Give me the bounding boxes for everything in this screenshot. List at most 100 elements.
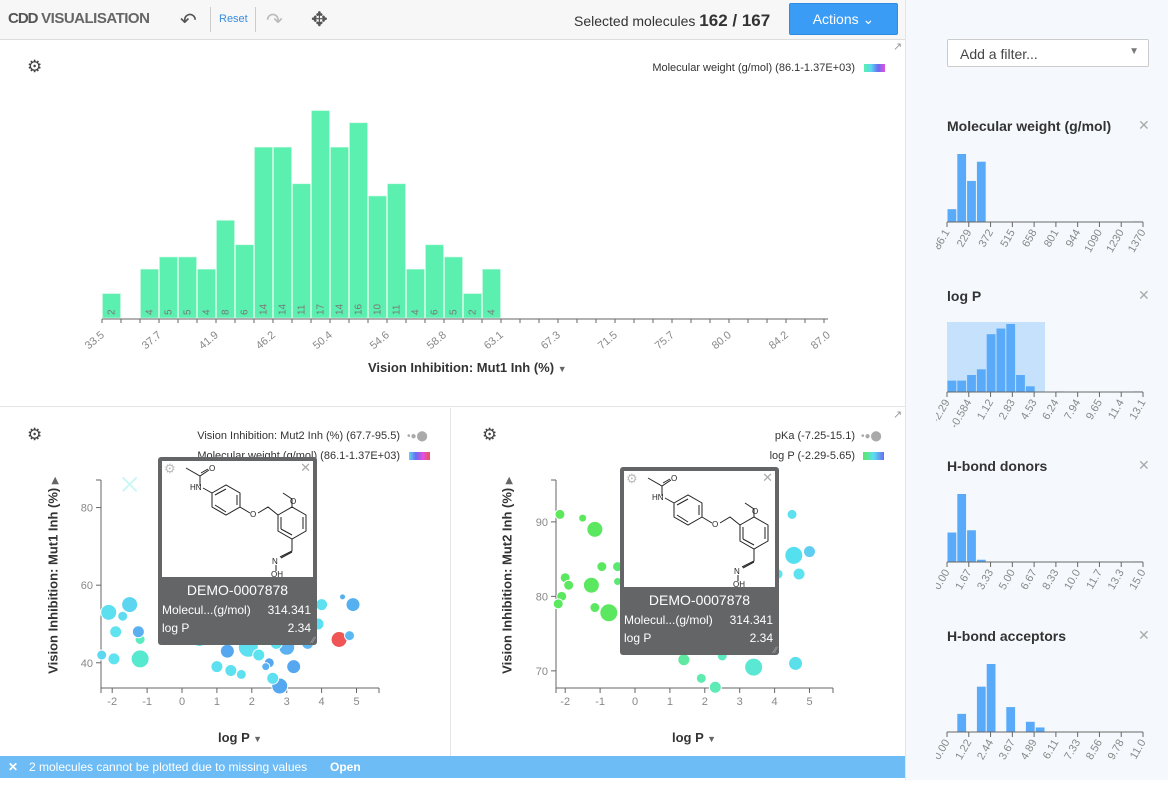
undo-icon[interactable]: ↶ bbox=[180, 10, 197, 32]
filter-bar bbox=[967, 375, 976, 392]
y-axis-label: Vision Inhibition: Mut1 Inh (%) bbox=[45, 487, 61, 674]
histogram-bar bbox=[178, 256, 197, 319]
x-tick-label: 944 bbox=[1064, 228, 1084, 250]
filter-histogram[interactable]: 0.00 1.67 3.33 5.00 6.67 8.33 10.0 11.7 13.3 15.0 bbox=[936, 478, 1166, 618]
x-tick-label: 3.33 bbox=[975, 568, 996, 593]
scatter-point bbox=[224, 664, 238, 678]
bar-count-label: 2 bbox=[107, 309, 118, 315]
atom-label: O bbox=[752, 507, 758, 516]
x-tick-label: 11.7 bbox=[1084, 568, 1105, 592]
histogram-bar bbox=[425, 244, 444, 319]
molecule-tooltip[interactable]: O HN O O N OH ⚙ ✕ DEMO-0007878 Molecul...(g/m… bbox=[620, 467, 779, 655]
filter-histogram[interactable]: 0.00 1.22 2.44 3.67 4.89 6.11 7.33 8.56 9.78 11.0 bbox=[936, 648, 1166, 788]
remove-filter-icon[interactable]: ✕ bbox=[1138, 457, 1150, 473]
gear-icon[interactable]: ⚙ bbox=[626, 471, 638, 486]
x-tick-label: 6.24 bbox=[1040, 398, 1061, 423]
filter-histogram[interactable]: 86.1 229 372 515 658 801 944 1090 1230 1370 bbox=[936, 138, 1166, 278]
close-icon[interactable]: ✕ bbox=[8, 760, 19, 774]
scatter-point bbox=[677, 653, 691, 667]
open-link[interactable]: Open bbox=[330, 760, 361, 774]
reset-button[interactable]: Reset bbox=[219, 13, 248, 25]
y-tick-label: 80 bbox=[536, 591, 548, 603]
x-tick-label: 7.94 bbox=[1062, 398, 1083, 423]
resize-handle-icon[interactable]: ∕∕ bbox=[773, 645, 777, 655]
bar-count-label: 14 bbox=[259, 303, 270, 315]
x-tick-label: 58.8 bbox=[425, 329, 449, 352]
x-tick-label: 75.7 bbox=[653, 329, 677, 352]
x-tick-label: -1 bbox=[595, 696, 605, 708]
filter-bar bbox=[976, 369, 986, 392]
scatter-point bbox=[286, 659, 302, 675]
molecule-tooltip[interactable]: O HN O O N OH ⚙ ✕ DEMO-0007878 Molecul...(g/m… bbox=[158, 457, 317, 645]
gear-icon[interactable]: ⚙ bbox=[27, 57, 43, 76]
molecule-id[interactable]: DEMO-0007878 bbox=[648, 592, 751, 608]
bar-count-label: 17 bbox=[316, 303, 327, 315]
scatter-point bbox=[130, 649, 150, 669]
bar-count-label: 6 bbox=[430, 309, 441, 315]
selected-molecules: Selected molecules 162 / 167 bbox=[574, 11, 770, 31]
close-icon[interactable]: ✕ bbox=[762, 470, 773, 485]
x-tick-label: 6.67 bbox=[1019, 568, 1040, 593]
x-tick-label: 84.2 bbox=[767, 329, 791, 352]
scatter-point bbox=[339, 593, 347, 601]
close-icon[interactable]: ✕ bbox=[300, 460, 311, 475]
remove-filter-icon[interactable]: ✕ bbox=[1138, 117, 1150, 133]
size-legend: pKa (-7.25-15.1) bbox=[774, 430, 855, 442]
structure-drawing: O HN O O N OH bbox=[647, 474, 769, 589]
redo-icon: ↷ bbox=[266, 10, 283, 32]
x-tick-label: -2 bbox=[107, 696, 117, 708]
remove-filter-icon[interactable]: ✕ bbox=[1138, 287, 1150, 303]
x-tick-label: 11.4 bbox=[1106, 398, 1127, 422]
filter-bar bbox=[1055, 390, 1065, 392]
atom-label: OH bbox=[271, 570, 283, 577]
y-tick-label: 70 bbox=[536, 666, 548, 678]
x-tick-label: 33.5 bbox=[83, 329, 107, 352]
expand-icon[interactable]: ↗ bbox=[893, 41, 903, 53]
y-tick-label: 80 bbox=[81, 503, 93, 515]
y-axis-selector[interactable]: Vision Inhibition: Mut2 Inh (%) ▶ bbox=[500, 456, 515, 696]
filter-bar bbox=[1025, 386, 1035, 392]
scatter-point bbox=[131, 625, 145, 639]
tooltip-row: Molecul...(g/mol) 314.341 bbox=[162, 603, 311, 617]
scatter-point bbox=[563, 579, 575, 591]
x-tick-label: 1.12 bbox=[975, 398, 996, 423]
resize-handle-icon[interactable]: ∕∕ bbox=[311, 635, 315, 645]
filter-histogram[interactable]: -2.29-0.584 1.12 2.83 4.53 6.24 7.94 9.65 11.4 1… bbox=[936, 308, 1166, 448]
y-axis-selector[interactable]: Vision Inhibition: Mut1 Inh (%) ▶ bbox=[46, 456, 61, 696]
x-axis-selector[interactable]: log P ▼ bbox=[218, 730, 262, 745]
gear-icon[interactable]: ⚙ bbox=[164, 461, 176, 476]
x-tick-label: 1370 bbox=[1126, 228, 1149, 255]
add-filter-select[interactable]: Add a filter... ▼ bbox=[947, 39, 1149, 67]
row-label: Molecul...(g/mol) bbox=[162, 603, 251, 617]
histogram-bar bbox=[368, 195, 387, 319]
scatter-point bbox=[554, 508, 566, 520]
logo-text: VISUALISATION bbox=[41, 10, 150, 27]
remove-filter-icon[interactable]: ✕ bbox=[1138, 627, 1150, 643]
caret-down-icon: ▼ bbox=[253, 734, 263, 744]
actions-button[interactable]: Actions ⌄ bbox=[789, 3, 898, 35]
scatter-point bbox=[792, 567, 806, 581]
bond bbox=[741, 549, 755, 568]
gear-icon[interactable]: ⚙ bbox=[482, 425, 498, 444]
scatter-point bbox=[345, 597, 361, 613]
toolbar: CDD VISUALISATION ↶ Reset ↷ ✥ Selected m… bbox=[0, 0, 905, 40]
filter-bar bbox=[1133, 390, 1143, 392]
scatter-point bbox=[121, 596, 139, 614]
gear-icon[interactable]: ⚙ bbox=[27, 425, 43, 444]
filter-bar bbox=[967, 530, 976, 562]
bond bbox=[277, 506, 307, 540]
excluded-point-marker bbox=[121, 476, 138, 493]
expand-icon[interactable]: ↗ bbox=[893, 409, 903, 421]
filter-bar bbox=[947, 380, 957, 392]
row-label: log P bbox=[162, 621, 190, 635]
x-tick-label: 5 bbox=[353, 696, 359, 708]
y-tick-label: 40 bbox=[81, 658, 93, 670]
x-axis-selector[interactable]: log P ▼ bbox=[672, 730, 716, 745]
move-icon[interactable]: ✥ bbox=[311, 9, 328, 31]
x-axis-selector[interactable]: Vision Inhibition: Mut1 Inh (%) ▼ bbox=[368, 360, 567, 375]
bond bbox=[647, 477, 672, 496]
divider bbox=[210, 7, 211, 32]
histogram-bar bbox=[387, 183, 406, 319]
filter-bar bbox=[986, 664, 996, 732]
molecule-id[interactable]: DEMO-0007878 bbox=[186, 582, 289, 598]
